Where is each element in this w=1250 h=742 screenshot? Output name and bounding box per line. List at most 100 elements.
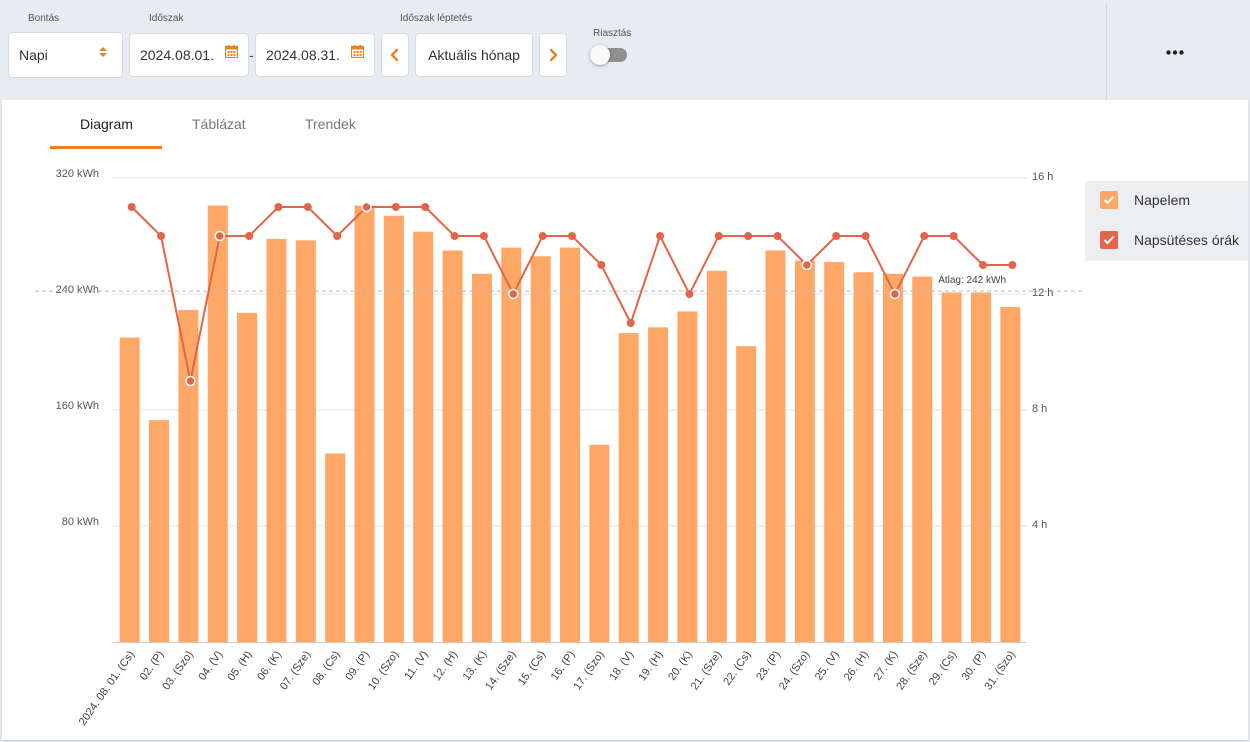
bar: [941, 292, 962, 642]
line-point: [626, 319, 635, 327]
line-point: [245, 232, 254, 240]
next-period-button[interactable]: [539, 33, 567, 77]
line-point: [801, 259, 813, 271]
line-point: [185, 375, 196, 387]
bar: [882, 273, 903, 642]
x-tick-label: 09. (P): [343, 649, 372, 683]
legend-label-napelem: Napelem: [1134, 192, 1191, 208]
x-tick-label: 15. (Cs): [516, 649, 548, 688]
line-point: [127, 203, 136, 211]
x-tick-label: 26. (H): [842, 649, 871, 683]
legend-item-napelem[interactable]: Napelem: [1100, 191, 1190, 209]
bar: [442, 250, 463, 642]
y-tick-label-left: 80 kWh: [62, 516, 99, 528]
legend-label-napsutes: Napsütéses órák: [1134, 232, 1240, 248]
y-tick-label-right: 16 h: [1032, 171, 1053, 183]
checkbox-checked-icon[interactable]: [1100, 191, 1118, 209]
idoszak-label: Időszak: [149, 13, 184, 24]
y-tick-label-left: 320 kWh: [56, 168, 99, 180]
leptetes-label: Időszak léptetés: [400, 13, 473, 24]
chevron-left-icon: [390, 48, 399, 62]
line-point: [949, 232, 958, 240]
line-point: [744, 232, 753, 240]
bontas-value: Napi: [19, 47, 48, 63]
average-label: Átlag: 242 kWh: [938, 273, 1006, 286]
bontas-select[interactable]: Napi: [8, 32, 123, 78]
bar: [677, 311, 698, 642]
x-tick-label: 16. (P): [549, 649, 578, 683]
line-point: [656, 232, 665, 240]
legend-item-napsutes[interactable]: Napsütéses órák: [1100, 231, 1239, 249]
bar: [266, 238, 287, 642]
bar: [648, 327, 669, 642]
bar: [383, 215, 404, 642]
line-point: [508, 288, 519, 300]
date-separator: -: [249, 47, 254, 63]
calendar-icon[interactable]: [225, 45, 238, 58]
y-tick-label-right: 12 h: [1032, 287, 1053, 299]
bar: [912, 276, 933, 642]
x-tick-label: 2024. 08. 01. (Cs): [77, 649, 137, 728]
line-point: [978, 261, 987, 269]
x-tick-label: 11. (V): [402, 649, 430, 682]
line-point: [889, 288, 901, 300]
checkbox-checked-icon[interactable]: [1100, 231, 1118, 249]
y-tick-label-right: 4 h: [1032, 519, 1047, 531]
bar: [119, 337, 140, 642]
x-tick-label: 04. (V): [196, 649, 225, 683]
bar: [471, 273, 492, 642]
riasztas-toggle[interactable]: [590, 45, 627, 65]
line-point: [568, 232, 576, 240]
sort-updown-icon: [99, 47, 107, 57]
prev-period-button[interactable]: [381, 33, 409, 77]
active-tab-indicator: [50, 146, 162, 149]
toolbar-divider: [1106, 4, 1107, 100]
y-tick-label-right: 8 h: [1032, 403, 1047, 415]
more-options-button[interactable]: [1160, 40, 1190, 64]
current-period-button[interactable]: Aktuális hónap: [415, 33, 533, 77]
x-tick-label: 22. (Cs): [721, 649, 753, 688]
chart-legend: Napelem Napsütéses órák: [1085, 181, 1248, 261]
line-point: [714, 232, 723, 240]
date-from-input[interactable]: 2024.08.01.: [129, 33, 249, 77]
bar: [354, 205, 375, 643]
bar: [736, 346, 757, 642]
line-point: [303, 203, 312, 211]
x-tick-label: 29. (Cs): [927, 649, 959, 688]
bar: [1000, 307, 1021, 642]
bar: [970, 292, 991, 642]
x-tick-label: 25. (V): [813, 649, 842, 683]
line-point: [157, 232, 166, 240]
x-tick-label: 12. (H): [431, 649, 460, 683]
tab-diagram[interactable]: Diagram: [80, 116, 133, 132]
date-to-input[interactable]: 2024.08.31.: [255, 33, 375, 77]
bar: [413, 231, 434, 642]
tab-trendek[interactable]: Trendek: [305, 116, 356, 132]
bar: [325, 453, 346, 642]
bar: [589, 444, 610, 642]
line-point: [274, 203, 283, 211]
bar: [530, 256, 551, 642]
x-tick-label: 02. (P): [138, 649, 167, 683]
x-tick-label: 27. (K): [872, 649, 901, 683]
line-point: [214, 230, 225, 242]
bontas-label: Bontás: [28, 13, 60, 24]
current-period-label: Aktuális hónap: [428, 47, 520, 63]
bar: [207, 205, 228, 643]
tab-tablazat[interactable]: Táblázat: [192, 116, 246, 132]
line-point: [920, 232, 929, 240]
line-point: [538, 232, 547, 240]
bar: [824, 262, 845, 642]
calendar-icon[interactable]: [351, 45, 364, 58]
line-point: [685, 290, 694, 298]
x-tick-label: 30. (P): [960, 649, 989, 683]
bar: [149, 420, 170, 642]
bar: [237, 312, 258, 642]
line-point: [597, 261, 606, 269]
chevron-right-icon: [549, 48, 558, 62]
line-point: [391, 203, 400, 211]
y-tick-label-left: 240 kWh: [56, 284, 99, 296]
x-tick-label: 08. (Cs): [310, 649, 342, 688]
bar: [178, 309, 199, 642]
